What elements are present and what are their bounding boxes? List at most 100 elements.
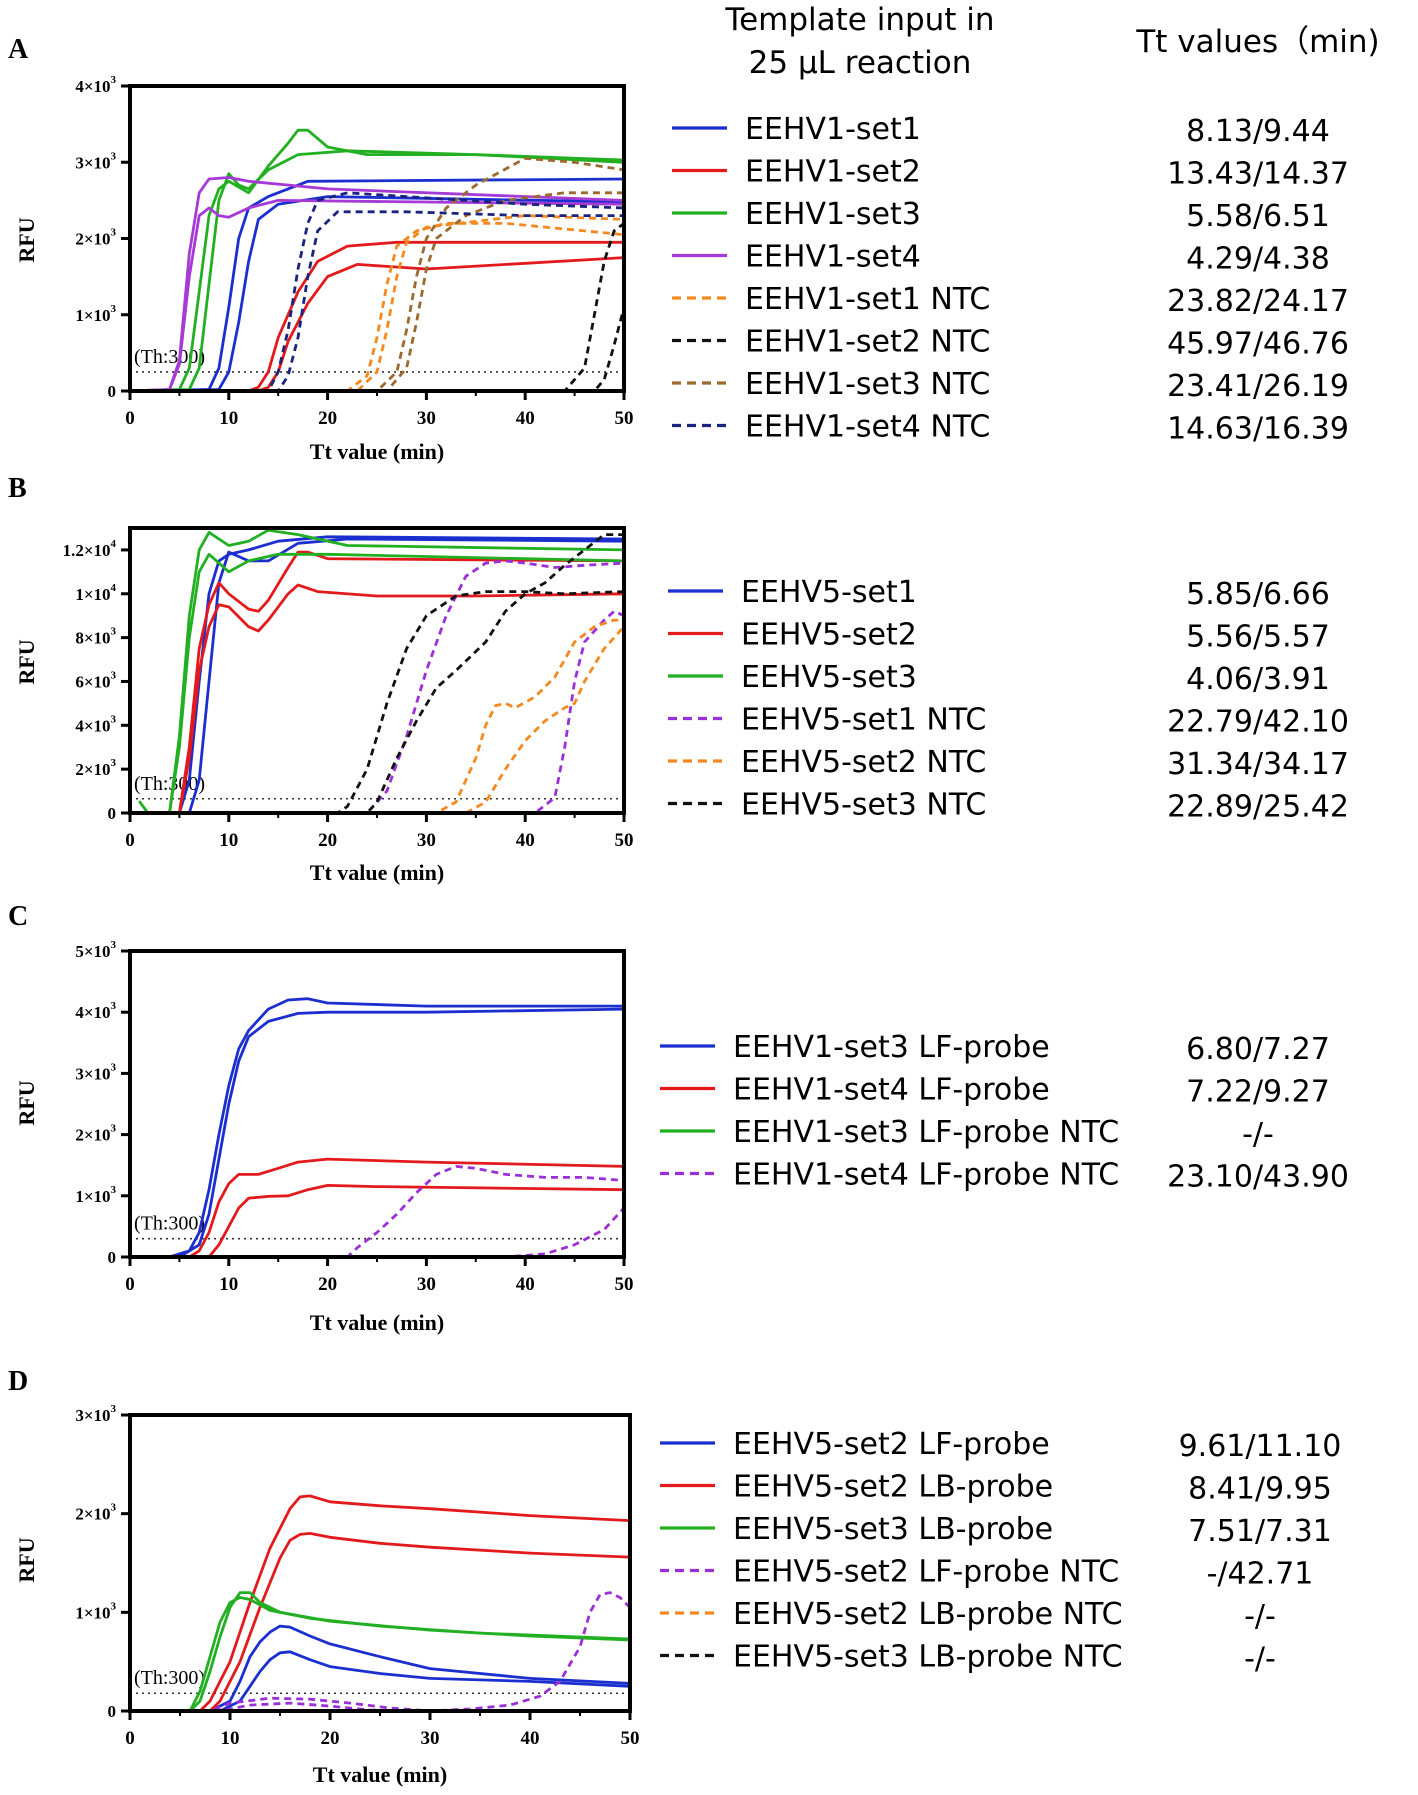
y-axis-label: RFU — [14, 217, 39, 262]
curve-eehv1-set4-lf-probe-1 — [130, 1157, 624, 1257]
tt-value: 5.56/5.57 — [1186, 620, 1330, 655]
panel-label: C — [8, 901, 28, 932]
tt-value: 7.51/7.31 — [1188, 1514, 1332, 1549]
tt-value: 8.13/9.44 — [1186, 114, 1330, 149]
tt-value: 6.80/7.27 — [1186, 1032, 1330, 1067]
tt-value: 5.85/6.66 — [1186, 577, 1330, 612]
curve-eehv5-set3-ntc-2 — [130, 533, 624, 813]
curve-eehv5-set2-lb-probe-1 — [130, 1494, 630, 1711]
curve-eehv1-set2-ntc-1 — [130, 222, 624, 391]
tt-value: 13.43/14.37 — [1167, 157, 1349, 192]
panels: A (Th:300) 0 10 20 30 40 50 0 1×103 2×103 3×103 4×10… — [8, 34, 1349, 1787]
curve-eehv5-set1-2 — [130, 537, 624, 813]
curve-eehv5-set1-ntc-1 — [130, 559, 624, 813]
curve-eehv1-set1-ntc-1 — [130, 221, 624, 391]
y-tick-label: 0 — [108, 804, 117, 823]
y-tick-label: 2×103 — [75, 1123, 116, 1145]
x-tick-label: 50 — [615, 1274, 634, 1295]
x-tick-label: 50 — [615, 830, 634, 851]
panel-label: B — [8, 473, 27, 504]
curve-eehv1-set1-ntc-2 — [130, 214, 624, 391]
curve-eehv5-set2-ntc-1 — [130, 618, 624, 813]
curve-eehv5-set2-lb-probe-2 — [130, 1532, 630, 1711]
x-tick-label: 0 — [125, 830, 135, 851]
legend-label: EEHV1-set4 LF-probe — [733, 1073, 1050, 1108]
tt-value: 22.79/42.10 — [1167, 705, 1349, 740]
y-tick-label: 0 — [108, 382, 117, 401]
x-tick-label: 20 — [318, 408, 337, 429]
x-axis-label: Tt value (min) — [310, 1310, 444, 1335]
y-axis-label: RFU — [14, 1080, 39, 1125]
y-tick-label: 2×103 — [75, 1502, 116, 1524]
legend: EEHV1-set1 8.13/9.44 EEHV1-set2 13.43/14.37… — [672, 112, 1349, 447]
curve-eehv5-set2-2 — [130, 583, 624, 813]
x-tick-label: 20 — [321, 1728, 340, 1749]
template-input-header-line2: 25 μL reaction — [749, 45, 972, 81]
y-tick-label: 3×103 — [75, 150, 116, 172]
legend-label: EEHV1-set4 — [745, 240, 921, 275]
legend-label: EEHV5-set3 — [741, 660, 917, 695]
panel-a: A (Th:300) 0 10 20 30 40 50 0 1×103 2×103 3×103 4×10… — [8, 34, 1349, 464]
panel-label: A — [8, 34, 29, 65]
curve-eehv1-set2-ntc-2 — [130, 306, 624, 391]
y-tick-label: 0 — [108, 1248, 117, 1267]
y-tick-label: 8×103 — [75, 626, 116, 648]
y-tick-label: 1×104 — [75, 582, 116, 604]
y-tick-label: 2×103 — [75, 227, 116, 249]
legend-label: EEHV5-set3 LB-probe NTC — [733, 1640, 1123, 1675]
tt-value: 4.29/4.38 — [1186, 242, 1330, 277]
legend-label: EEHV1-set3 NTC — [745, 367, 990, 402]
tt-value: 5.58/6.51 — [1186, 199, 1330, 234]
curve-eehv5-set3-ntc-1 — [130, 590, 624, 813]
tt-value: 31.34/34.17 — [1167, 747, 1349, 782]
tt-value: 9.61/11.10 — [1179, 1429, 1342, 1464]
curve-eehv1-set4-2 — [130, 198, 624, 391]
tt-value: -/42.71 — [1207, 1557, 1314, 1592]
panel-label: D — [8, 1366, 28, 1397]
threshold-label: (Th:300) — [134, 346, 205, 368]
x-tick-label: 30 — [421, 1728, 440, 1749]
legend-label: EEHV1-set3 LF-probe NTC — [733, 1115, 1119, 1150]
curve-eehv1-set4-lf-probe-ntc-1 — [130, 1165, 624, 1257]
legend: EEHV5-set2 LF-probe 9.61/11.10 EEHV5-set2 … — [660, 1427, 1341, 1677]
y-tick-label: 1×103 — [75, 1600, 116, 1622]
y-tick-label: 3×103 — [75, 1061, 116, 1083]
x-tick-label: 40 — [521, 1728, 540, 1749]
panel-b: B(Th:300)0 10 20 30 40 5002×1034×1036×1038×10… — [8, 473, 1349, 885]
y-tick-label: 5×103 — [75, 939, 116, 961]
x-tick-label: 10 — [221, 1728, 240, 1749]
tt-value: 8.41/9.95 — [1188, 1472, 1332, 1507]
curve-eehv1-set1-2 — [130, 195, 624, 391]
legend-label: EEHV1-set1 NTC — [745, 282, 990, 317]
legend-label: EEHV1-set4 NTC — [745, 410, 990, 445]
curve-eehv1-set3-ntc-1 — [130, 156, 624, 391]
x-tick-label: 30 — [417, 1274, 436, 1295]
plot-frame — [128, 526, 626, 815]
legend-label: EEHV5-set2 LF-probe — [733, 1427, 1050, 1462]
legend: EEHV5-set1 5.85/6.66 EEHV5-set2 5.56/5.57 EE… — [668, 575, 1349, 825]
template-input-header-line1: Template input in — [724, 2, 994, 38]
x-tick-label: 0 — [125, 1274, 135, 1295]
legend-label: EEHV1-set4 LF-probe NTC — [733, 1158, 1119, 1193]
curve-eehv5-set2-lf-probe-1 — [130, 1624, 630, 1711]
curve-eehv1-set3-2 — [130, 149, 624, 391]
x-tick-label: 20 — [318, 830, 337, 851]
y-tick-label: 6×103 — [75, 669, 116, 691]
curve-eehv5-set3-2 — [130, 552, 624, 813]
tt-value: 45.97/46.76 — [1167, 327, 1349, 362]
curve-eehv5-set2-1 — [130, 550, 624, 813]
legend: EEHV1-set3 LF-probe 6.80/7.27 EEHV1-set4 L… — [660, 1030, 1349, 1195]
legend-label: EEHV5-set1 — [741, 575, 917, 610]
legend-label: EEHV1-set2 — [745, 155, 921, 190]
x-tick-label: 40 — [516, 1274, 535, 1295]
panel-d: D (Th:300) 0 10 20 30 40 50 0 1×103 2×103 3×103 Tt v… — [8, 1366, 1341, 1787]
tt-value: 23.82/24.17 — [1167, 284, 1349, 319]
x-axis-label: Tt value (min) — [310, 439, 444, 464]
legend-label: EEHV5-set3 NTC — [741, 788, 986, 823]
x-axis-label: Tt value (min) — [313, 1762, 447, 1787]
curve-eehv5-set2-ntc-2 — [130, 625, 624, 813]
curve-eehv1-set4-ntc-2 — [130, 210, 624, 391]
curve-eehv5-set2-lf-probe-ntc-1 — [130, 1591, 630, 1711]
legend-label: EEHV1-set3 LF-probe — [733, 1030, 1050, 1065]
legend-label: EEHV5-set2 LF-probe NTC — [733, 1555, 1119, 1590]
